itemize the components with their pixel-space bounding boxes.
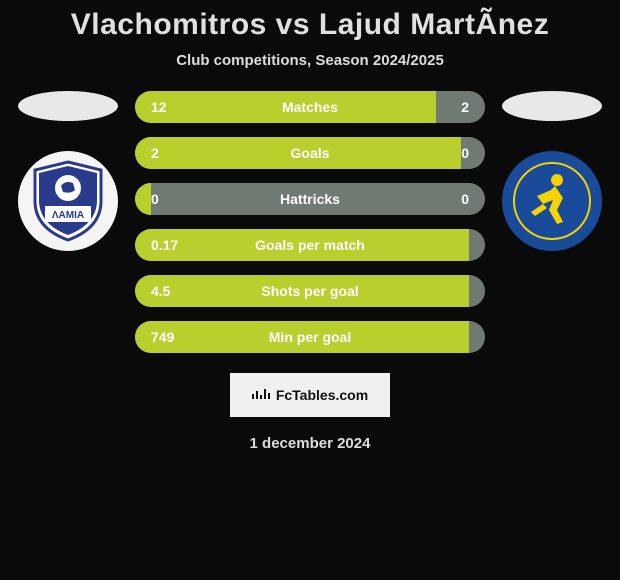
player-photo-placeholder-left [18,91,118,121]
stat-left-value: 2 [135,137,461,169]
club-badge-right[interactable] [502,151,602,251]
stat-row: 749Min per goal [135,321,485,353]
stat-right-value: 0 [461,137,485,169]
left-player-column: ΛΑΜΙΑ [13,91,123,251]
chart-icon [252,386,270,405]
brand-link[interactable]: FcTables.com [230,373,390,417]
club-badge-left[interactable]: ΛΑΜΙΑ [18,151,118,251]
stat-row: 00Hattricks [135,183,485,215]
stat-right-value: 0 [151,183,485,215]
date-label: 1 december 2024 [250,435,371,452]
stat-left-value: 749 [135,321,469,353]
stat-left-value: 0 [135,183,151,215]
page-title: Vlachomitros vs Lajud MartÃnez [71,8,549,42]
stat-right-value [469,321,485,353]
main-row: ΛΑΜΙΑ 122Matches 20Goals 00Hattricks 0.17Go… [0,91,620,353]
stat-row: 0.17Goals per match [135,229,485,261]
brand-label: FcTables.com [276,387,368,403]
stat-row: 20Goals [135,137,485,169]
subtitle: Club competitions, Season 2024/2025 [176,52,444,69]
stat-right-value: 2 [436,91,485,123]
player-photo-placeholder-right [502,91,602,121]
stat-row: 122Matches [135,91,485,123]
shield-icon: ΛΑΜΙΑ [23,156,113,246]
stat-left-value: 0.17 [135,229,469,261]
comparison-widget: Vlachomitros vs Lajud MartÃnez Club comp… [0,0,620,580]
stat-right-value [469,229,485,261]
stat-left-value: 12 [135,91,436,123]
stat-row: 4.5Shots per goal [135,275,485,307]
right-player-column [497,91,607,251]
stat-left-value: 4.5 [135,275,469,307]
svg-text:ΛΑΜΙΑ: ΛΑΜΙΑ [52,210,84,221]
stat-bars: 122Matches 20Goals 00Hattricks 0.17Goals pe… [135,91,485,353]
stat-right-value [469,275,485,307]
runner-icon [507,156,597,246]
